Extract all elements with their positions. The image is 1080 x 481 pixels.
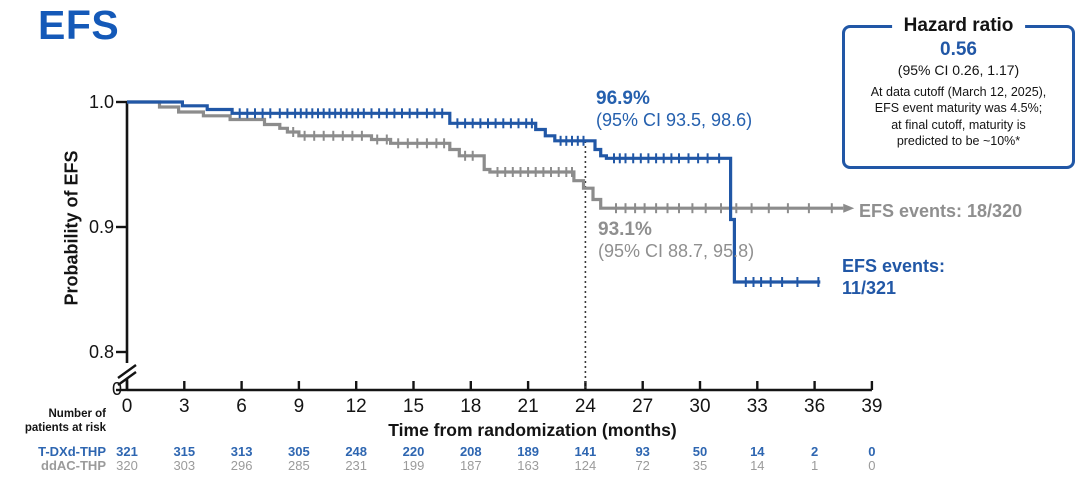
y-tick-label: 0.8 <box>88 342 114 362</box>
text-line: At data cutoff (March 12, 2025), <box>870 85 1047 99</box>
at-risk-row-label-tdxd: T-DXd-THP <box>38 444 106 459</box>
at-risk-value: 14 <box>750 444 765 459</box>
text-line: at final cutoff, maturity is <box>891 117 1026 132</box>
at-risk-row-label-ddac: ddAC-THP <box>41 458 106 473</box>
at-risk-value: 72 <box>635 458 650 473</box>
axis-lines <box>125 102 872 392</box>
at-risk-header-line1: Number of <box>48 408 107 420</box>
at-risk-value: 189 <box>517 444 539 459</box>
at-risk-value: 50 <box>692 444 708 459</box>
ddac-landmark-annotation: 93.1% (95% CI 88.7, 95.8) <box>598 219 754 263</box>
x-tick-label: 6 <box>236 396 247 417</box>
x-tick-label: 21 <box>517 396 539 417</box>
y-tick-label: 1.0 <box>88 92 114 112</box>
x-tick-label: 0 <box>121 396 133 417</box>
tdxd-landmark-estimate: 96.9% <box>596 88 650 109</box>
at-risk-value: 208 <box>459 444 482 459</box>
x-tick-label: 3 <box>179 396 190 417</box>
tdxd-landmark-annotation: 96.9% (95% CI 93.5, 98.6) <box>596 88 752 132</box>
x-tick-label: 33 <box>746 396 768 417</box>
km-curve-ddac-thp <box>127 100 844 210</box>
hazard-ratio-box: Hazard ratio 0.56 (95% CI 0.26, 1.17) At… <box>842 15 1075 169</box>
ddac-landmark-ci: (95% CI 88.7, 95.8) <box>598 241 755 262</box>
at-risk-value: 315 <box>173 444 196 459</box>
axis-break-slashes <box>117 364 137 386</box>
tdxd-events-line1: EFS events: <box>842 256 946 276</box>
km-curve-t-dxd-thp <box>127 100 821 284</box>
x-tick-label: 18 <box>460 396 482 417</box>
at-risk-value: 124 <box>574 458 597 473</box>
at-risk-value: 313 <box>230 444 253 459</box>
x-tick-label: 36 <box>804 396 826 417</box>
x-axis-title: Time from randomization (months) <box>388 420 677 440</box>
at-risk-value: 321 <box>116 444 138 459</box>
x-tick-label: 9 <box>293 396 305 417</box>
at-risk-value: 141 <box>574 444 597 459</box>
x-tick-label: 12 <box>345 396 367 417</box>
text-line: predicted to be ~10%* <box>896 133 1021 148</box>
x-tick-label: 15 <box>402 396 425 417</box>
text-line: EFS event maturity was 4.5%; <box>874 101 1043 116</box>
y-tick-label: 0 <box>111 379 122 399</box>
at-risk-value: 2 <box>810 444 819 459</box>
at-risk-value: 1 <box>810 458 819 473</box>
hazard-ratio-note: At data cutoff (March 12, 2025), EFS even… <box>845 84 1072 149</box>
tdxd-events-label: EFS events: 11/321 <box>842 256 945 300</box>
at-risk-value: 0 <box>868 458 876 473</box>
curve-end-arrow-ddac-thp <box>843 203 855 213</box>
at-risk-value: 220 <box>402 444 425 459</box>
at-risk-value: 303 <box>173 458 196 473</box>
hazard-ratio-ci: (95% CI 0.26, 1.17) <box>897 62 1020 78</box>
x-tick-label: 30 <box>689 396 711 417</box>
at-risk-value: 296 <box>230 458 253 473</box>
at-risk-value: 320 <box>116 458 138 473</box>
at-risk-value: 93 <box>635 444 650 459</box>
x-tick-label: 27 <box>632 396 654 417</box>
y-tick-label: 0.9 <box>88 217 114 237</box>
at-risk-value: 163 <box>517 458 539 473</box>
at-risk-header: Number of patients at risk <box>0 408 106 435</box>
at-risk-value: 35 <box>692 458 708 473</box>
tdxd-events-line2: 11/321 <box>842 277 897 298</box>
at-risk-value: 0 <box>868 444 876 459</box>
at-risk-value: 285 <box>288 458 310 473</box>
x-tick-label: 24 <box>574 396 596 417</box>
hazard-ratio-value: 0.56 <box>940 39 977 60</box>
at-risk-value: 231 <box>345 458 368 473</box>
page-title: EFS <box>38 2 120 48</box>
ddac-landmark-estimate: 93.1% <box>598 219 652 240</box>
ddac-events-label: EFS events: 18/320 <box>859 201 1023 221</box>
at-risk-value: 199 <box>402 458 425 473</box>
at-risk-value: 305 <box>288 444 310 459</box>
x-tick-label: 39 <box>861 396 883 417</box>
at-risk-header-line2: patients at risk <box>24 421 106 434</box>
at-risk-value: 187 <box>459 458 482 473</box>
at-risk-value: 14 <box>750 458 765 473</box>
hazard-ratio-title: Hazard ratio <box>891 15 1026 37</box>
tdxd-landmark-ci: (95% CI 93.5, 98.6) <box>596 110 753 131</box>
at-risk-value: 248 <box>345 444 368 459</box>
